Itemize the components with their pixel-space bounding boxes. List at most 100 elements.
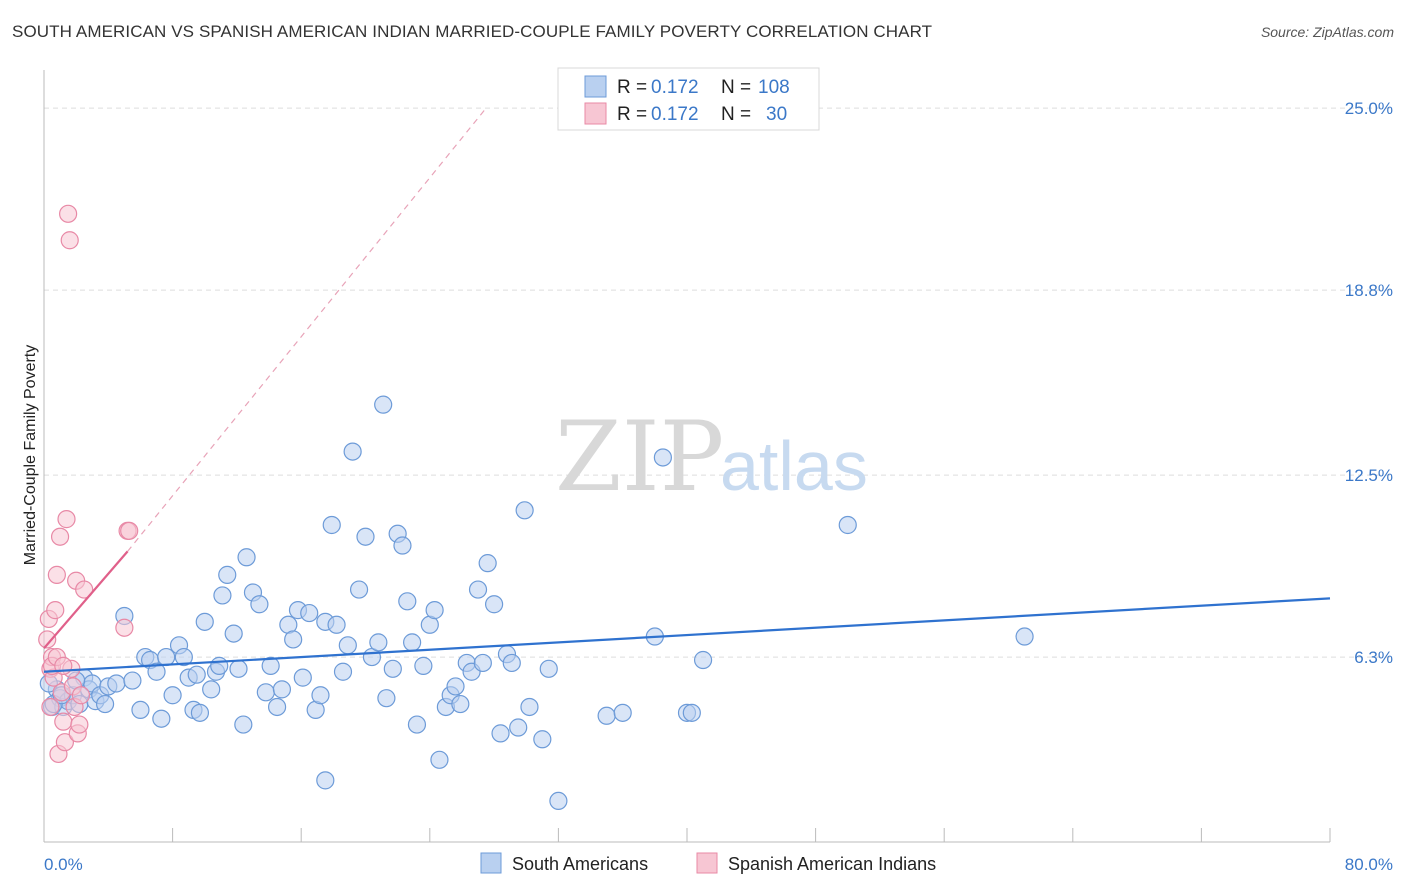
data-point-south-americans: [485, 595, 504, 614]
x-tick-label-max: 80.0%: [1345, 855, 1393, 874]
bottom-legend-swatch-blue: [480, 852, 502, 874]
data-point-south-americans: [393, 536, 412, 555]
data-point-south-americans: [190, 703, 210, 722]
data-point-south-americans: [374, 395, 393, 414]
data-point-south-americans: [446, 677, 465, 696]
data-point-south-americans: [407, 715, 427, 734]
watermark-zip: ZIP: [555, 401, 724, 513]
data-point-south-americans: [338, 636, 357, 655]
data-point-south-americans: [272, 680, 292, 699]
data-point-south-americans: [539, 659, 558, 678]
data-point-spanish-american-indians: [54, 712, 73, 731]
legend-n-value-1: 108: [758, 77, 790, 98]
chart-title: SOUTH AMERICAN VS SPANISH AMERICAN INDIA…: [12, 22, 933, 41]
data-point-south-americans: [515, 501, 534, 520]
legend-r-value-2: 0.172: [651, 104, 699, 125]
y-axis-title: Married-Couple Family Poverty: [22, 345, 39, 566]
data-point-south-americans: [131, 700, 150, 720]
data-point-spanish-american-indians: [75, 580, 94, 599]
x-tick-label-min: 0.0%: [44, 855, 83, 874]
trend-line-spanish-american-indians: [43, 550, 129, 649]
data-point-south-americans: [213, 586, 232, 605]
data-point-south-americans: [224, 624, 243, 643]
y-tick-label: 18.8%: [1345, 281, 1393, 300]
data-point-south-americans: [430, 750, 449, 769]
data-point-south-americans: [653, 448, 672, 467]
trend-lines: [43, 107, 1331, 673]
legend-r-label-2: R =: [617, 104, 647, 125]
data-point-south-americans: [333, 662, 353, 681]
data-point-south-americans: [425, 601, 444, 620]
data-point-south-americans: [147, 662, 166, 681]
data-point-south-americans: [293, 668, 312, 687]
data-point-spanish-american-indians: [47, 565, 66, 584]
data-point-south-americans: [520, 697, 539, 717]
data-point-south-americans: [195, 612, 214, 631]
data-point-spanish-american-indians: [55, 733, 74, 752]
data-point-south-americans: [377, 689, 396, 708]
data-point-spanish-american-indians: [115, 618, 134, 637]
bottom-legend-label-spanish-american-indians: Spanish American Indians: [728, 854, 936, 874]
data-point-spanish-american-indians: [38, 630, 57, 649]
data-point-south-americans: [152, 709, 171, 728]
data-point-south-americans: [316, 771, 335, 790]
data-point-south-americans: [202, 680, 221, 699]
top-legend: R = 0.172 N = 108 R = 0.172 N = 30: [557, 67, 820, 131]
grid-lines: [44, 107, 1392, 658]
legend-r-label-1: R =: [617, 77, 647, 98]
data-point-spanish-american-indians: [41, 697, 60, 717]
data-point-south-americans: [210, 656, 229, 675]
data-point-south-americans: [322, 515, 341, 535]
data-point-spanish-american-indians: [71, 686, 91, 705]
data-point-south-americans: [549, 791, 568, 811]
chart-source: Source: ZipAtlas.com: [1260, 24, 1394, 40]
data-point-south-americans: [250, 595, 269, 614]
series-spanish-american-indians: [38, 204, 139, 764]
data-point-south-americans: [403, 633, 422, 652]
data-point-spanish-american-indians: [50, 527, 70, 546]
watermark: ZIP atlas: [555, 401, 868, 513]
trend-line-south-americans: [43, 597, 1331, 673]
data-point-south-americans: [356, 527, 375, 546]
data-point-spanish-american-indians: [57, 510, 76, 529]
y-tick-label: 12.5%: [1345, 466, 1393, 485]
legend-n-label-1: N =: [721, 77, 751, 98]
data-point-south-americans: [163, 686, 182, 705]
data-point-spanish-american-indians: [60, 231, 79, 250]
data-point-south-americans: [383, 659, 402, 678]
data-point-south-americans: [473, 653, 492, 673]
data-point-south-americans: [491, 724, 510, 743]
data-point-south-americans: [478, 554, 497, 573]
legend-n-label-2: N =: [721, 104, 751, 125]
data-point-south-americans: [284, 630, 303, 649]
data-point-south-americans: [256, 683, 275, 702]
legend-r-value-1: 0.172: [651, 77, 699, 98]
data-point-south-americans: [229, 659, 248, 678]
data-point-south-americans: [349, 580, 369, 599]
data-point-south-americans: [327, 615, 346, 634]
bottom-legend-label-south-americans: South Americans: [512, 854, 648, 874]
legend-swatch-blue: [584, 75, 607, 98]
y-tick-label: 25.0%: [1345, 99, 1393, 118]
data-point-south-americans: [693, 650, 713, 670]
data-point-spanish-american-indians: [59, 204, 78, 223]
data-point-south-americans: [218, 565, 237, 584]
data-point-south-americans: [343, 442, 362, 461]
bottom-legend: South Americans Spanish American Indians: [480, 852, 936, 874]
data-point-south-americans: [682, 703, 701, 722]
data-point-south-americans: [234, 715, 253, 734]
data-point-south-americans: [502, 653, 521, 673]
data-point-south-americans: [533, 730, 552, 749]
y-tick-label: 6.3%: [1354, 648, 1393, 667]
data-point-south-americans: [398, 592, 417, 611]
data-point-south-americans: [311, 686, 330, 705]
data-point-spanish-american-indians: [70, 715, 89, 734]
watermark-atlas: atlas: [720, 427, 868, 505]
data-point-south-americans: [468, 580, 488, 599]
data-point-south-americans: [174, 647, 193, 667]
data-point-south-americans: [1015, 627, 1034, 646]
data-point-south-americans: [261, 656, 280, 675]
bottom-legend-swatch-pink: [696, 852, 718, 874]
legend-swatch-pink: [584, 102, 607, 125]
